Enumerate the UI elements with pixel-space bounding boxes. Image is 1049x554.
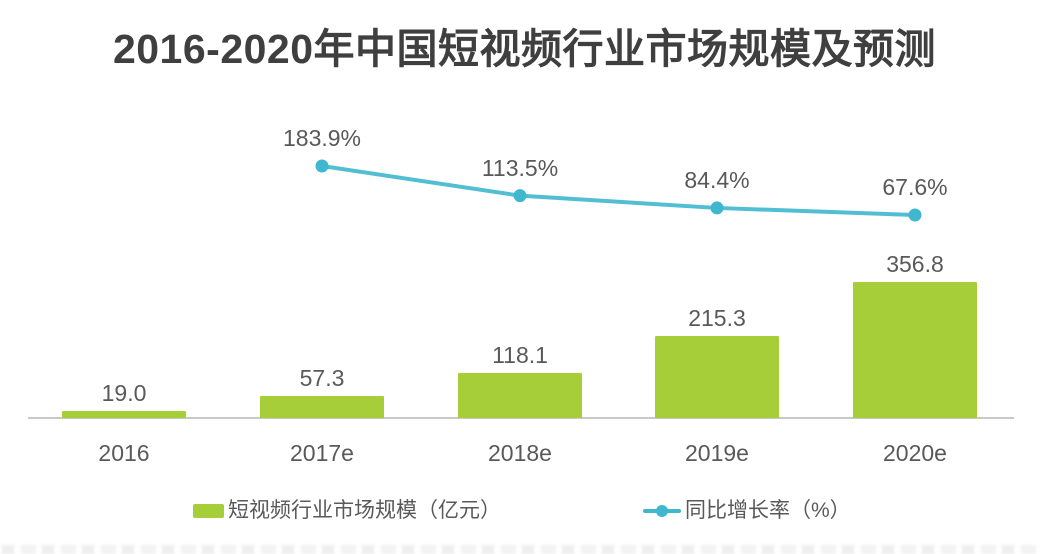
bar-2019e xyxy=(655,336,779,418)
chart-title: 2016-2020年中国短视频行业市场规模及预测 xyxy=(112,26,937,72)
bar-value-label-2017e: 57.3 xyxy=(299,365,345,391)
growth-rate-label-2017e: 183.9% xyxy=(282,125,362,151)
bar-series-swatch-icon xyxy=(193,504,224,518)
chart-legend: 短视频行业市场规模（亿元） 同比增长率（%） xyxy=(0,496,1049,530)
legend-label-market-size: 短视频行业市场规模（亿元） xyxy=(228,499,501,522)
x-tick-label-2020e: 2020e xyxy=(883,440,947,466)
line-marker-dot xyxy=(656,505,668,517)
bar-2016 xyxy=(62,411,186,418)
x-tick-label-2017e: 2017e xyxy=(290,440,354,466)
line-point-2018e xyxy=(513,189,527,203)
line-point-2019e xyxy=(710,201,724,215)
bar-value-label-2019e: 215.3 xyxy=(688,305,746,331)
line-series-marker-icon xyxy=(643,504,681,518)
line-point-2020e xyxy=(908,208,922,222)
bar-2018e xyxy=(458,373,582,418)
legend-item-market-size: 短视频行业市场规模（亿元） xyxy=(193,496,501,526)
x-tick-label-2018e: 2018e xyxy=(488,440,552,466)
growth-rate-label-2020e: 67.6% xyxy=(882,174,948,201)
bar-value-label-2018e: 118.1 xyxy=(492,342,548,368)
x-tick-label-2016: 2016 xyxy=(98,440,150,466)
line-point-2017e xyxy=(315,159,329,173)
legend-label-growth-rate: 同比增长率（%） xyxy=(685,499,851,522)
bar-value-label-2020e: 356.8 xyxy=(886,251,944,277)
bar-2017e xyxy=(260,396,384,418)
x-axis-line xyxy=(28,417,1014,419)
growth-rate-line xyxy=(320,164,917,218)
bar-2020e xyxy=(853,282,977,418)
legend-item-growth-rate: 同比增长率（%） xyxy=(643,496,851,526)
growth-rate-label-2019e: 84.4% xyxy=(684,166,750,193)
growth-rate-label-2018e: 113.5% xyxy=(481,154,559,181)
cropped-source-text xyxy=(2,545,1042,554)
bar-value-label-2016: 19.0 xyxy=(101,380,147,406)
x-tick-label-2019e: 2019e xyxy=(685,440,749,466)
